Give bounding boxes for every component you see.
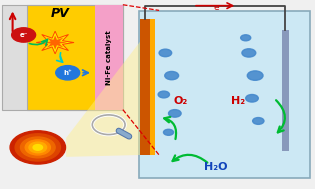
Text: e⁻: e⁻: [214, 3, 224, 12]
FancyBboxPatch shape: [150, 19, 155, 155]
Text: h⁺: h⁺: [63, 70, 72, 76]
Circle shape: [159, 49, 172, 57]
Circle shape: [163, 129, 174, 135]
Polygon shape: [66, 42, 140, 157]
Circle shape: [242, 49, 256, 57]
Circle shape: [158, 91, 169, 98]
Circle shape: [25, 140, 50, 155]
FancyBboxPatch shape: [94, 5, 123, 110]
Polygon shape: [43, 35, 67, 50]
FancyBboxPatch shape: [2, 5, 27, 110]
Text: Ni-Fe catalyst: Ni-Fe catalyst: [106, 30, 112, 85]
Text: e⁻: e⁻: [20, 32, 28, 38]
Text: PV: PV: [50, 7, 69, 20]
Circle shape: [169, 110, 181, 117]
Text: H₂: H₂: [231, 96, 245, 106]
Circle shape: [10, 131, 66, 164]
Circle shape: [247, 71, 263, 80]
Circle shape: [165, 71, 179, 80]
FancyBboxPatch shape: [27, 5, 123, 110]
FancyBboxPatch shape: [140, 19, 150, 155]
Circle shape: [29, 142, 47, 153]
Circle shape: [253, 118, 264, 124]
Circle shape: [20, 137, 55, 158]
Polygon shape: [36, 31, 74, 54]
Circle shape: [246, 94, 258, 102]
Circle shape: [12, 28, 36, 42]
Circle shape: [56, 66, 80, 80]
Circle shape: [33, 145, 43, 150]
Circle shape: [241, 35, 251, 41]
Text: O₂: O₂: [174, 96, 188, 106]
FancyBboxPatch shape: [139, 11, 310, 178]
Circle shape: [15, 134, 60, 161]
FancyBboxPatch shape: [282, 30, 289, 151]
Text: H₂O: H₂O: [204, 162, 227, 172]
